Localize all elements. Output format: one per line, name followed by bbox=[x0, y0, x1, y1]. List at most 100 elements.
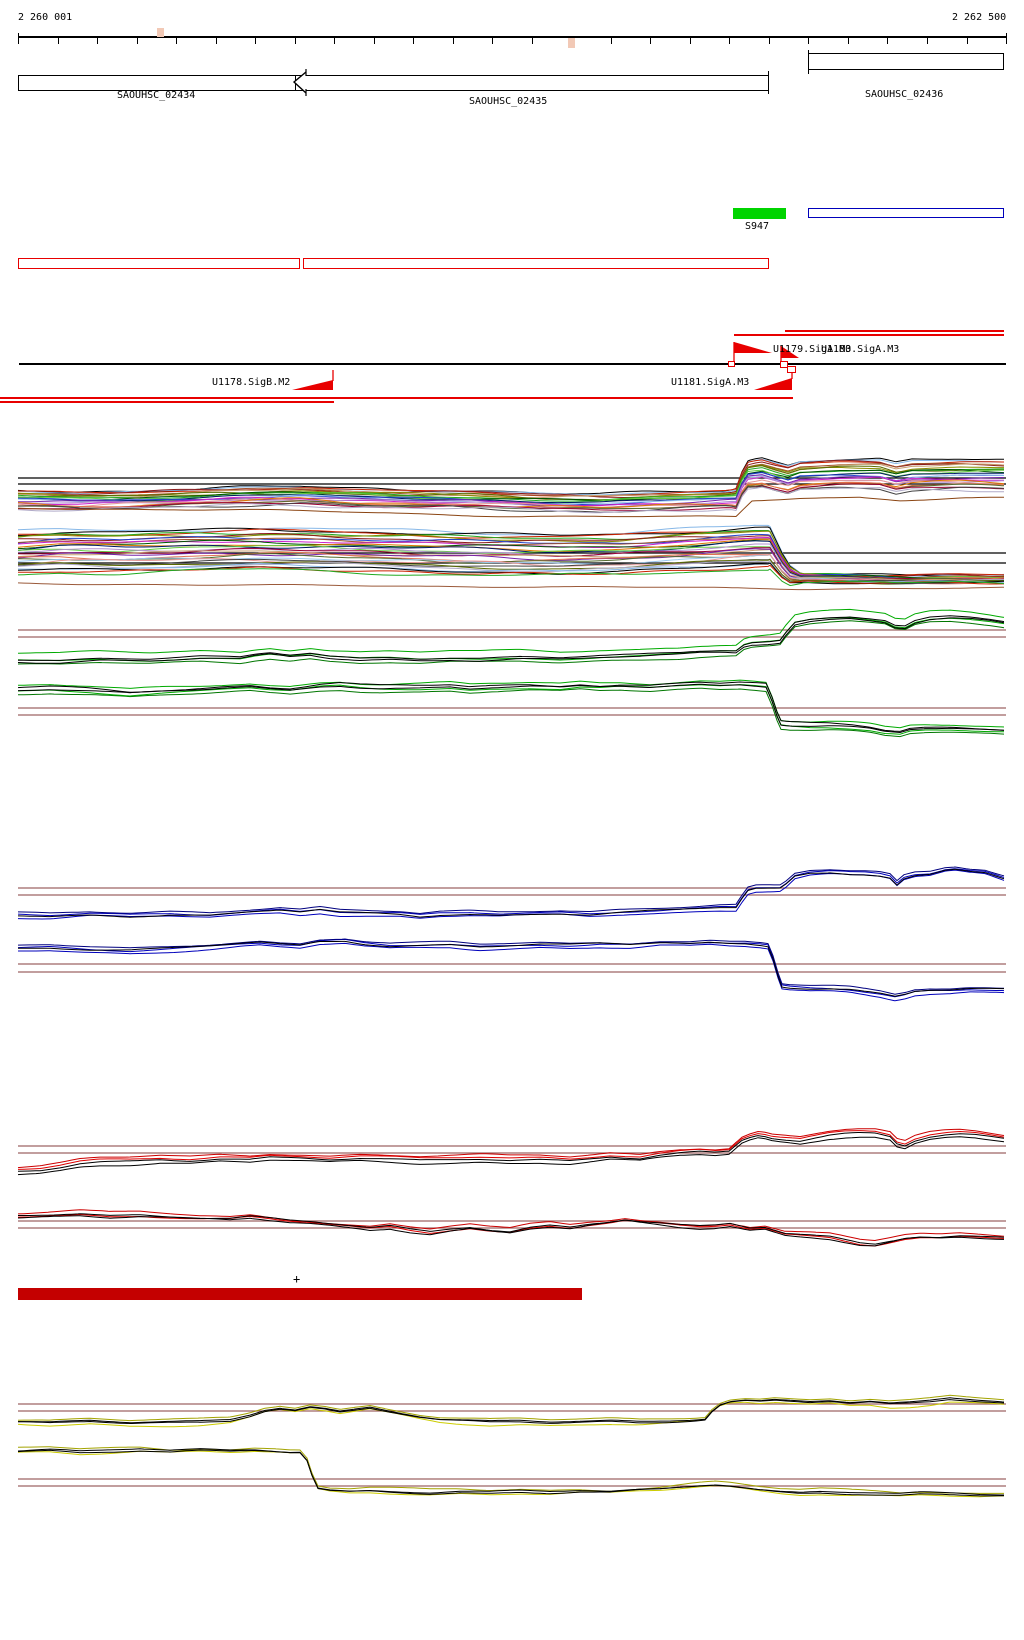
blue-minus-line bbox=[17, 938, 1005, 998]
ruler-tick bbox=[18, 33, 19, 44]
overlay-minus-line bbox=[17, 560, 1004, 585]
ruler-tick bbox=[689, 36, 691, 44]
gene-box-SAOUHSC_02436[interactable] bbox=[808, 53, 1004, 70]
overlay-minus-line bbox=[17, 539, 1004, 580]
ruler-tick bbox=[887, 36, 889, 44]
overlay-minus-outlier-line bbox=[17, 582, 1004, 591]
overlay-minus-line bbox=[17, 552, 1005, 582]
green-plus-line bbox=[17, 608, 1005, 654]
green-plus-line bbox=[17, 620, 1005, 665]
promoter-wedge-U1179[interactable] bbox=[734, 342, 772, 353]
blue-plus-line bbox=[17, 869, 1005, 920]
green-minus-line bbox=[17, 684, 1004, 735]
tss-marker-U1179[interactable] bbox=[728, 361, 735, 367]
red-plus-line bbox=[17, 1128, 1005, 1169]
green-plus-line bbox=[18, 615, 1005, 661]
transcript-box-left[interactable] bbox=[18, 258, 300, 269]
overlay-plus-line bbox=[17, 479, 1004, 509]
blue-plus-line bbox=[17, 868, 1005, 918]
overlay-minus-line bbox=[17, 533, 1005, 580]
overlay-minus-line bbox=[17, 538, 1004, 581]
red-minus-line bbox=[18, 1213, 1005, 1245]
promoter-flags[interactable] bbox=[0, 0, 1024, 420]
overlay-plus-line bbox=[17, 479, 1005, 509]
green-minus-line bbox=[17, 687, 1005, 738]
ruler-tick bbox=[334, 36, 336, 44]
ruler-tick bbox=[610, 36, 612, 44]
blue-minus-line bbox=[17, 938, 1005, 995]
strand-plus-sign: + bbox=[293, 1272, 301, 1286]
overlay-plus-line bbox=[17, 458, 1004, 496]
overlay-minus-line bbox=[17, 548, 1005, 582]
overlay-minus-line bbox=[17, 553, 1004, 583]
overlay-plus-line bbox=[17, 483, 1005, 511]
segment-blue-box[interactable] bbox=[808, 208, 1004, 218]
ruler-tick bbox=[136, 36, 138, 44]
gene-label: SAOUHSC_02434 bbox=[117, 90, 196, 101]
segment-S947-label: S947 bbox=[745, 221, 770, 232]
expression-region-bar[interactable] bbox=[18, 1288, 582, 1300]
ruler-line bbox=[18, 36, 1006, 38]
yellow-minus-line bbox=[17, 1450, 1005, 1498]
promoter-wedge-U1180[interactable] bbox=[781, 346, 799, 358]
ruler-tick bbox=[492, 36, 494, 44]
green-minus-line bbox=[17, 679, 1005, 729]
gene-boundary-tick bbox=[768, 71, 769, 94]
transcript-line-U1180 bbox=[785, 330, 1004, 332]
overlay-minus-line bbox=[17, 554, 1004, 583]
tss-marker-U1181[interactable] bbox=[787, 366, 796, 373]
red-plus-line bbox=[17, 1136, 1005, 1176]
green-minus-line bbox=[17, 681, 1005, 732]
overlay-plus-line bbox=[18, 459, 1004, 497]
yellow-minus-line bbox=[17, 1448, 1004, 1496]
overlay-minus-line bbox=[17, 529, 1005, 579]
transcript-line-U1179 bbox=[734, 334, 1004, 336]
gene-label: SAOUHSC_02436 bbox=[865, 89, 944, 100]
overlay-plus-line bbox=[18, 483, 1005, 510]
ruler-tick bbox=[176, 36, 178, 44]
overlay-minus-line bbox=[17, 562, 1005, 585]
promoter-wedge-U1181[interactable] bbox=[754, 378, 792, 390]
overlay-minus-line bbox=[17, 530, 1004, 580]
genome-axis-line bbox=[19, 363, 1006, 365]
overlay-plus-line bbox=[17, 462, 1005, 497]
gene-label: SAOUHSC_02435 bbox=[469, 96, 548, 107]
promoter-label-U1179[interactable]: U1179.SigA.M3 bbox=[773, 344, 852, 355]
red-plus-line bbox=[17, 1130, 1005, 1170]
overlay-minus-line bbox=[17, 558, 1005, 583]
promoter-label-U1180[interactable]: U1180.SigA.M3 bbox=[821, 344, 900, 355]
yellow-minus-line bbox=[17, 1449, 1005, 1497]
overlay-minus-line bbox=[17, 536, 1004, 581]
promoter-label-U1178[interactable]: U1178.SigB.M2 bbox=[212, 377, 291, 388]
ruler-tick bbox=[1006, 33, 1007, 44]
green-plus-line bbox=[17, 617, 1005, 662]
overlay-plus-line bbox=[18, 481, 1005, 509]
overlay-plus-line bbox=[17, 486, 1004, 514]
overlay-minus-line bbox=[18, 528, 1004, 578]
overlay-minus-line bbox=[17, 547, 1005, 581]
overlay-minus-line bbox=[17, 562, 1005, 584]
ruler-tick bbox=[729, 36, 731, 44]
ruler-tick bbox=[255, 36, 257, 44]
overlay-plus-line bbox=[17, 467, 1004, 502]
blue-plus-line bbox=[17, 868, 1005, 917]
overlay-plus-line bbox=[17, 469, 1005, 502]
yellow-plus-line bbox=[17, 1394, 1005, 1422]
ruler-tick bbox=[808, 36, 810, 44]
ruler-tick bbox=[650, 36, 652, 44]
overlay-plus-line bbox=[17, 459, 1005, 498]
green-plus-line bbox=[17, 617, 1005, 664]
transcript-box-right[interactable] bbox=[303, 258, 769, 269]
gene-strand-arrow-icon bbox=[292, 69, 307, 96]
overlay-minus-line bbox=[18, 533, 1004, 578]
red-minus-line bbox=[17, 1215, 1004, 1247]
overlay-minus-line bbox=[17, 537, 1005, 579]
overlay-minus-line bbox=[17, 553, 1005, 585]
overlay-plus-outlier-line bbox=[17, 496, 1004, 518]
segment-S947[interactable] bbox=[733, 208, 786, 219]
ruler-tick bbox=[413, 36, 415, 44]
tss-marker-U1180[interactable] bbox=[780, 361, 788, 368]
promoter-label-U1181[interactable]: U1181.SigA.M3 bbox=[671, 377, 750, 388]
promoter-wedge-U1178[interactable] bbox=[292, 380, 333, 390]
